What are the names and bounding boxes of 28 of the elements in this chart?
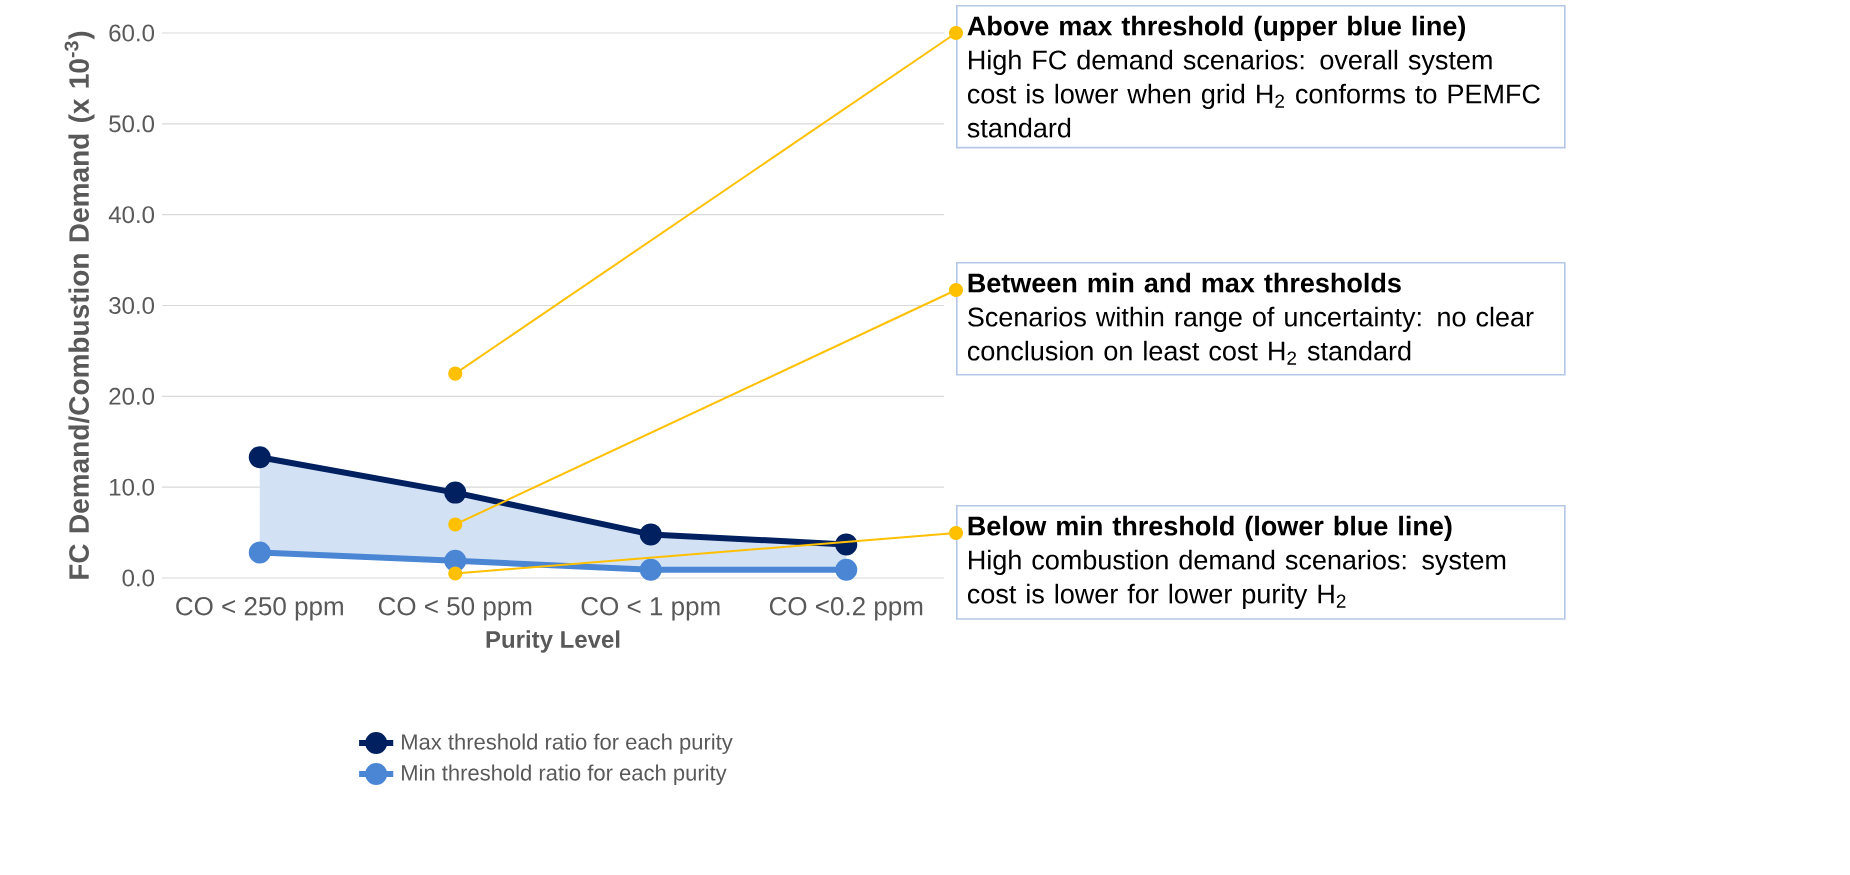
y-axis-title: FC Demand/Combustion Demand (x 10$^{-3}$) — [64, 31, 95, 579]
x-tick-label: CO <0.2 ppm — [769, 597, 923, 621]
legend-label: Max threshold ratio for each purity — [402, 733, 733, 755]
point — [639, 558, 662, 581]
y-tick-label: 50.0 — [109, 115, 155, 133]
point — [444, 481, 467, 504]
x-tick-label: CO < 250 ppm — [176, 597, 343, 621]
y-tick-label: 40.0 — [108, 206, 155, 224]
text: Scenarios within range of uncertainty: no clear conclusion on least cost H$_{2}$ standard — [967, 306, 1534, 365]
text: High combustion demand scenarios: system cost is lower for lower purity H$_{2}$ — [967, 549, 1506, 609]
x-tick-label: CO < 50 ppm — [378, 597, 532, 621]
x-tick-label: CO < 1 ppm — [581, 597, 720, 621]
legend-label: Min threshold ratio for each purity — [402, 764, 727, 785]
y-tick-label: 60.0 — [109, 24, 155, 42]
y-tick-label: 10.0 — [110, 478, 155, 496]
annotation: Above max threshold (upper blue line) — [967, 15, 1466, 41]
annotation: Below min threshold (lower blue line) — [968, 515, 1452, 541]
annotation: Between min and max thresholds — [968, 272, 1401, 293]
x-axis-title: Purity Level — [486, 630, 620, 653]
point — [248, 541, 271, 564]
y-tick-label: 20.0 — [109, 387, 155, 405]
point — [444, 549, 467, 572]
y-tick-label: 30.0 — [109, 297, 155, 314]
text: High FC demand scenarios: overall system cost is lower when grid H$_{2}$ conforms to PEMFC standard — [967, 49, 1540, 138]
point — [639, 523, 662, 546]
y-tick-label: 0.0 — [122, 569, 155, 587]
point — [835, 558, 858, 581]
point — [248, 446, 271, 469]
